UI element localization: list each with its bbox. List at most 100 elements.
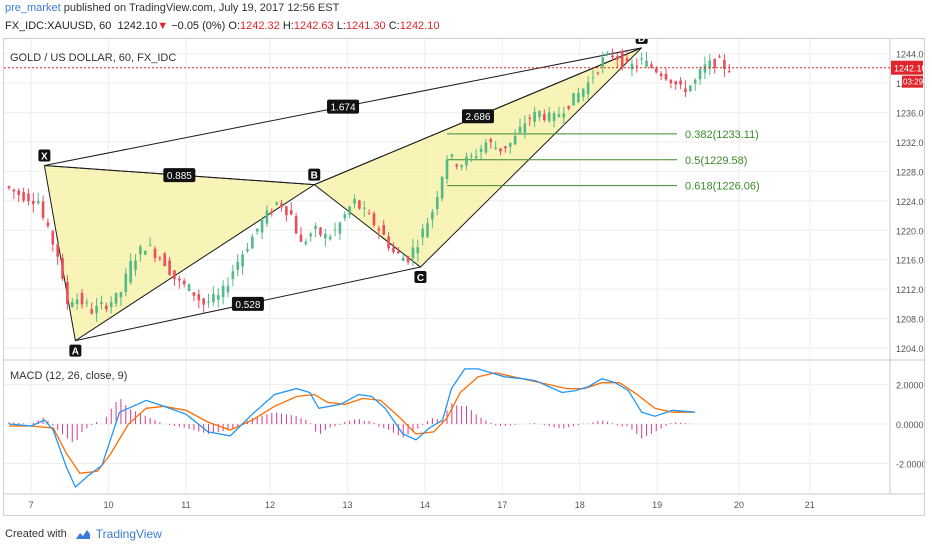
candle-body [275,202,278,205]
candle-body [294,216,298,234]
close-label: C: [388,20,400,32]
price-tick-label: 1204.00 [896,344,924,354]
candle-body [124,273,128,293]
candle-body [148,244,152,246]
candle-body [518,126,522,133]
pattern-ratio-label: 2.686 [465,112,490,123]
pattern-ratio-box [327,99,360,114]
candle-body [450,154,454,157]
created-with-label: Created with [5,528,67,540]
candle-body [143,250,147,255]
time-tick-label: 18 [575,500,585,510]
candle-body [66,282,69,304]
candle-body [455,164,459,167]
pattern-ratio-label: 0.528 [235,300,260,311]
candle-body [698,69,702,80]
candle-body [650,64,653,68]
candle-body [90,309,94,314]
chart-frame[interactable]: 0.382(1233.11) 0.5(1229.58) 0.618(1226.06)… [3,38,925,516]
candle-body [654,68,658,73]
candle-body [718,56,721,58]
candle-body [163,253,167,267]
candle-body [231,271,235,279]
pattern-ratio-label: 1.674 [331,103,356,114]
candle-body [523,123,527,133]
candle-body [226,285,230,293]
candle-body [659,73,663,77]
candle-body [693,79,697,84]
candle-body [460,165,463,167]
candle-body [674,81,678,85]
chart-title: GOLD / US DOLLAR, 60, FX_IDC [10,52,176,64]
candle-body [280,203,283,208]
candle-body [207,301,210,303]
candle-body [528,117,532,119]
chart-svg[interactable]: 0.382(1233.11) 0.5(1229.58) 0.618(1226.06)… [4,39,924,515]
candle-body [397,251,400,254]
fib-level-label: 0.618(1226.06) [685,181,760,193]
candle-body [46,222,50,227]
candle-body [192,292,196,296]
candle-body [401,257,405,261]
candle-body [513,135,517,145]
candle-body [543,113,546,121]
candle-body [95,305,98,314]
candle-body [508,142,512,147]
time-tick-label: 10 [104,500,114,510]
candle-body [309,233,313,237]
pattern-point-label: A [72,347,79,358]
candle-body [372,213,376,226]
candle-body [251,236,254,249]
price-tick-label: 1220.00 [896,226,924,236]
candle-body [552,113,556,122]
candle-body [129,261,132,283]
symbol-label: FX_IDC:XAUUSD, 60 [5,20,112,32]
pattern-ratio-label: 0.885 [167,171,192,182]
macd-title: MACD (12, 26, close, 9) [10,370,127,382]
pattern-point-label: C [417,273,424,284]
candle-body [533,111,536,122]
price-tick-label: 1232.00 [896,138,924,148]
candle-body [41,201,45,218]
pattern-point-label: D [638,39,645,45]
candle-body [362,207,366,209]
candle-body [197,294,201,301]
candle-body [611,55,614,58]
candle-body [538,111,541,118]
time-tick-label: 21 [805,500,815,510]
candle-body [353,198,356,204]
pattern-ratio-box [163,168,196,183]
candle-body [494,147,497,150]
time-tick-label: 19 [652,500,662,510]
candle-body [158,257,162,259]
macd-line [8,368,695,489]
candle-body [577,93,580,103]
candle-body [285,206,288,216]
candle-body [664,73,668,80]
candle-body [358,200,361,209]
price-tick-label: 1208.00 [896,315,924,325]
tradingview-brand[interactable]: TradingView [95,527,162,541]
candle-body [319,227,322,235]
candle-body [70,301,74,308]
candle-body [684,88,687,93]
candle-body [221,285,225,298]
price-tick-label: 1216.00 [896,256,924,266]
pattern-ratio-box [231,296,264,311]
price-tick-label: 1236.00 [896,109,924,119]
candle-body [367,213,371,215]
candle-body [32,200,35,205]
author-link[interactable]: pre_market [5,2,61,14]
candle-body [392,247,395,253]
candle-body [7,186,11,189]
candle-body [202,298,205,305]
macd-tick-label: 0.0000 [896,420,924,430]
candle-body [601,57,605,67]
candle-body [173,270,176,280]
candle-body [669,79,673,84]
candle-body [411,247,415,259]
pattern-point-box [414,271,427,284]
candle-body [689,85,692,92]
candle-body [635,65,639,67]
candle-body [187,284,191,291]
